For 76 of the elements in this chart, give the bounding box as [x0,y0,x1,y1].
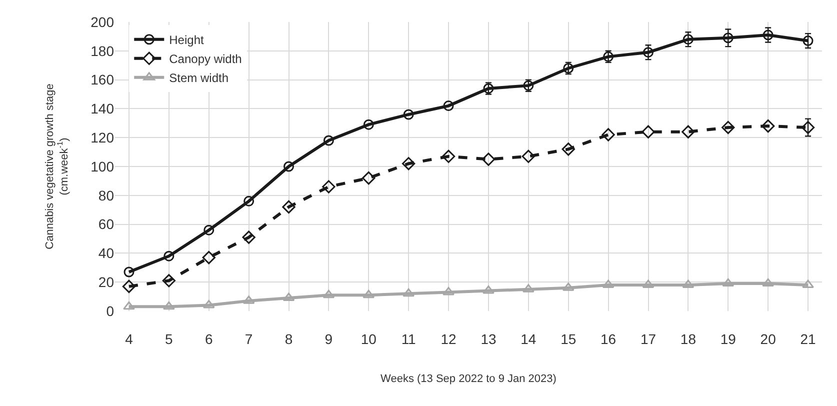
point [362,290,375,298]
y-tick-label: 140 [90,100,114,117]
point [762,30,774,40]
point [123,301,135,310]
point [402,288,415,297]
x-tick-label: 10 [360,331,377,347]
point [244,196,254,206]
y-tick-label: 120 [90,130,114,146]
point [482,286,494,294]
y-tick-label: 160 [90,72,114,88]
point [362,171,376,185]
x-tick-label: 19 [720,331,736,347]
point [282,200,296,214]
point [762,278,774,287]
point [682,34,694,45]
y-tick-label: 80 [98,187,114,204]
y-tick-label: 60 [98,216,114,232]
point [442,286,454,296]
point [722,120,735,134]
point [802,280,814,288]
x-tick-label: 11 [401,331,416,347]
y-tick-label: 20 [98,274,114,290]
x-tick-label: 13 [480,331,496,347]
y-tick-label: 200 [90,14,114,30]
point [402,157,416,170]
point [322,290,335,298]
point [722,32,734,44]
point [642,125,655,138]
point [204,224,214,236]
point [443,100,454,112]
point [323,135,334,146]
y-tick-label: 180 [90,42,114,59]
x-tick-label: 17 [640,331,656,347]
x-tick-label: 7 [244,331,253,347]
x-tick-label: 5 [165,331,174,347]
x-tick-label: 20 [760,331,776,347]
point [801,120,815,134]
point [682,125,695,138]
x-tick-label: 4 [125,331,134,347]
point [363,119,374,130]
x-tick-label: 18 [680,331,696,347]
y-tick-label: 100 [90,158,114,174]
point [242,230,256,244]
x-tick-label: 14 [520,331,536,347]
point [122,280,136,294]
x-tick-label: 6 [204,331,213,347]
legend-label: Height [169,33,204,48]
point [124,266,134,278]
point [643,47,654,58]
point [403,109,414,120]
point [284,161,294,172]
y-tick-label: 40 [98,245,114,262]
point [802,36,814,46]
y-tick-label: 0 [106,302,114,319]
point [202,300,215,308]
legend-label: Canopy width [169,52,242,66]
x-tick-label: 12 [440,331,457,347]
point [522,150,536,163]
point [722,278,734,287]
x-tick-label: 9 [324,331,333,347]
point [322,180,336,194]
point [482,152,496,166]
point [761,119,775,133]
point [164,250,174,262]
x-tick-label: 16 [600,331,616,347]
point [562,142,575,156]
x-tick-label: 8 [284,331,293,347]
point [202,250,216,264]
legend-label: Stem width [169,71,228,86]
point [162,274,176,288]
x-tick-label: 21 [800,331,816,347]
point [602,128,615,142]
point [162,301,175,310]
point [442,150,456,163]
x-axis-title: Weeks (13 Sep 2022 to 9 Jan 2023) [380,373,556,386]
x-tick-label: 15 [560,331,576,347]
